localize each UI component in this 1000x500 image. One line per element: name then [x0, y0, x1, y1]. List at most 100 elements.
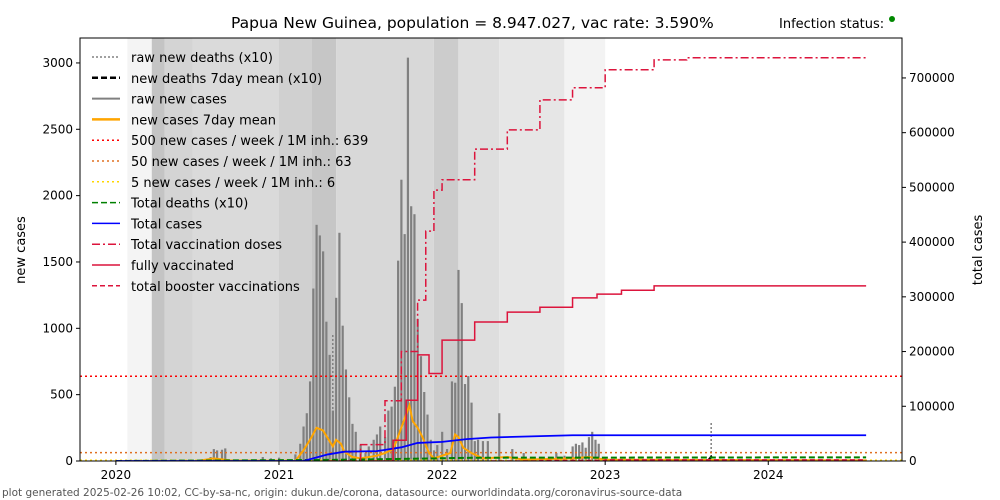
raw-new-cases-bar	[322, 251, 325, 461]
raw-new-cases-bar	[457, 269, 460, 461]
raw-new-cases-bar	[476, 439, 480, 461]
raw-new-cases-bar	[591, 431, 594, 461]
raw-new-cases-bar	[312, 288, 315, 461]
raw-new-cases-bar	[294, 454, 297, 461]
x-tick-label: 2020	[101, 468, 132, 482]
raw-new-cases-bar	[426, 414, 429, 461]
fully-vaccinated-line	[368, 285, 867, 461]
raw-new-cases-bar	[302, 426, 305, 461]
raw-new-cases-bar	[261, 457, 264, 461]
raw-new-cases-bar	[578, 445, 581, 461]
raw-new-cases-bar	[212, 449, 215, 461]
raw-new-cases-bar	[413, 214, 416, 461]
raw-new-cases-bar	[341, 325, 344, 461]
infection-status-label: Infection status:	[779, 17, 885, 32]
y2-tick-label: 300000	[909, 290, 955, 304]
legend-label: raw new deaths (x10)	[131, 51, 273, 66]
raw-new-cases-bar	[328, 354, 331, 461]
raw-new-cases-bar	[318, 235, 321, 461]
raw-new-cases-bar	[335, 297, 338, 461]
y2-tick-label: 500000	[909, 180, 955, 194]
raw-new-cases-bar	[454, 382, 457, 461]
raw-new-cases-bar	[432, 450, 436, 461]
total-vaccination-doses-line	[327, 56, 867, 461]
background-band	[499, 38, 565, 461]
y-tick-label: 2500	[42, 122, 73, 136]
legend-label: total booster vaccinations	[131, 280, 300, 295]
raw-new-cases-bar	[315, 224, 318, 461]
raw-new-cases-bar	[308, 381, 312, 461]
raw-new-cases-bar	[486, 441, 489, 461]
legend-label: new deaths 7day mean (x10)	[131, 72, 322, 87]
raw-new-cases-bar	[400, 179, 403, 462]
raw-new-cases-bar	[481, 441, 485, 461]
y2-tick-label: 700000	[909, 71, 955, 85]
raw-new-cases-bar	[410, 206, 413, 461]
raw-new-cases-bar	[305, 413, 308, 461]
legend-label: 5 new cases / week / 1M inh.: 6	[131, 176, 335, 191]
raw-new-cases-bar	[597, 443, 600, 461]
raw-new-cases-bar	[581, 442, 584, 461]
raw-new-cases-bar	[423, 392, 426, 461]
background-band	[151, 38, 165, 461]
total-cases-line	[115, 434, 867, 461]
legend-label: 50 new cases / week / 1M inh.: 63	[131, 155, 352, 170]
raw-new-cases-bar	[338, 232, 341, 461]
raw-new-cases-bar	[463, 384, 467, 461]
background-band	[336, 38, 434, 461]
new-cases-7day-mean-line	[197, 401, 867, 461]
raw-new-cases-bar	[354, 431, 357, 461]
raw-new-cases-bar	[224, 448, 227, 461]
raw-new-cases-bar	[387, 410, 390, 461]
raw-new-cases-bar	[390, 406, 393, 461]
raw-new-cases-bar	[555, 453, 558, 461]
chart-title: Papua New Guinea, population = 8.947.027…	[231, 14, 714, 32]
legend-label: raw new cases	[131, 93, 227, 108]
y2-tick-label: 100000	[909, 399, 955, 413]
raw-new-cases-bar	[450, 381, 454, 461]
y2-tick-label: 200000	[909, 345, 955, 359]
legend-label: new cases 7day mean	[131, 113, 276, 128]
x-tick-label: 2022	[427, 468, 458, 482]
x-tick-label: 2021	[264, 468, 295, 482]
raw-new-cases-bar	[419, 356, 423, 461]
raw-new-cases-bar	[375, 434, 379, 461]
raw-new-cases-bar	[393, 386, 396, 461]
raw-new-cases-bar	[351, 423, 354, 461]
background-band	[164, 38, 193, 461]
raw-new-cases-bar	[441, 431, 444, 461]
background-band	[192, 38, 279, 461]
y-tick-label: 1500	[42, 255, 73, 269]
legend-label: Total vaccination doses	[130, 238, 282, 253]
y-tick-label: 3000	[42, 56, 73, 70]
raw-new-cases-bar	[473, 441, 476, 461]
y-tick-label: 2000	[42, 189, 73, 203]
y2-axis-label: total cases	[971, 215, 986, 286]
raw-new-cases-bar	[406, 57, 410, 461]
booster-vaccinations-line	[491, 459, 867, 461]
background-band	[278, 38, 312, 461]
legend-label: Total deaths (x10)	[130, 197, 248, 212]
y-axis-label: new cases	[14, 216, 29, 284]
status-dot-icon	[889, 16, 896, 22]
y2-tick-label: 400000	[909, 235, 955, 249]
raw-new-cases-bar	[587, 437, 591, 461]
y2-tick-label: 0	[909, 454, 917, 468]
plot-frame	[79, 37, 903, 462]
x-tick-label: 2023	[590, 468, 621, 482]
raw-new-cases-bar	[348, 397, 351, 461]
raw-new-cases-bar	[403, 234, 406, 461]
raw-new-cases-bar	[571, 446, 574, 461]
background-band	[564, 38, 606, 461]
background-band	[127, 38, 152, 461]
raw-new-cases-bar	[397, 260, 400, 461]
raw-new-cases-bar	[220, 449, 224, 461]
raw-new-cases-bar	[460, 303, 463, 461]
raw-new-cases-bar	[379, 426, 382, 461]
total-deaths-line	[115, 456, 867, 461]
raw-new-cases-bar	[344, 369, 348, 461]
raw-new-cases-bar	[511, 449, 514, 461]
infection-status: Infection status:	[779, 16, 896, 32]
